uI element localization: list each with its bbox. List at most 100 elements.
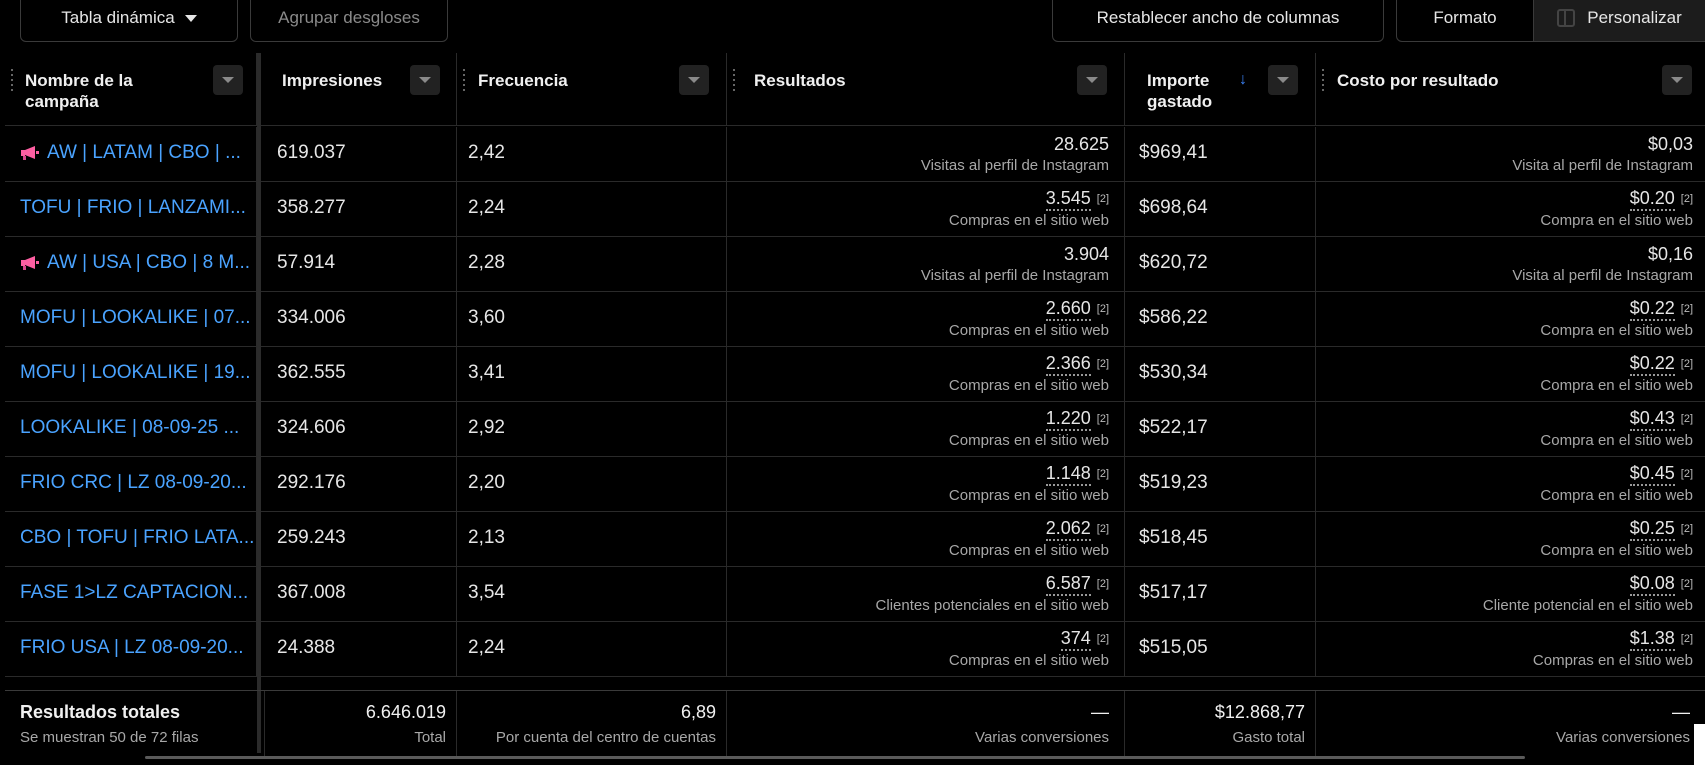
cell-spent: $530,34 xyxy=(1125,347,1316,402)
column-header-frequency[interactable]: Frecuencia xyxy=(457,53,727,126)
cost-note: [2] xyxy=(1680,358,1693,370)
column-header-name[interactable]: Nombre de la campaña xyxy=(5,53,257,126)
totals-impressions: 6.646.019 xyxy=(365,702,446,722)
campaign-name-link[interactable]: FASE 1>LZ CAPTACION... xyxy=(20,582,248,604)
cell-cost: $0.22 [2] Compra en el sitio web xyxy=(1316,347,1705,402)
cost-type: Cliente potencial en el sitio web xyxy=(1482,597,1693,614)
arrow-down-icon[interactable]: ↓ xyxy=(1239,71,1247,88)
cost-value[interactable]: $0.25 xyxy=(1629,518,1675,541)
horizontal-scrollbar[interactable] xyxy=(145,756,1525,759)
drag-handle-icon[interactable] xyxy=(1322,69,1324,91)
cell-name: FRIO CRC | LZ 08-09-20... xyxy=(5,457,257,512)
column-menu-button[interactable] xyxy=(1268,65,1298,95)
column-header-results[interactable]: Resultados xyxy=(727,53,1125,126)
cost-value[interactable]: $0.45 xyxy=(1629,463,1675,486)
table-row[interactable]: AW | USA | CBO | 8 M... 57.914 2,28 3.904 V… xyxy=(5,237,1705,292)
cost-value[interactable]: $0.22 xyxy=(1629,353,1675,376)
campaign-name-link[interactable]: FRIO USA | LZ 08-09-20... xyxy=(20,637,244,659)
cell-spent: $519,23 xyxy=(1125,457,1316,512)
table-row[interactable]: MOFU | LOOKALIKE | 19... 362.555 3,41 2.36… xyxy=(5,347,1705,402)
column-menu-button[interactable] xyxy=(410,65,440,95)
format-label: Formato xyxy=(1433,8,1497,27)
cell-frequency: 2,24 xyxy=(457,182,727,237)
spent-value: $698,64 xyxy=(1139,197,1208,218)
group-breakdowns-button[interactable]: Agrupar desgloses xyxy=(250,0,448,42)
result-value[interactable]: 3.545 xyxy=(1045,188,1091,211)
cell-cost: $0.20 [2] Compra en el sitio web xyxy=(1316,182,1705,237)
cost-note: [2] xyxy=(1680,633,1693,645)
campaign-name-link[interactable]: MOFU | LOOKALIKE | 07... xyxy=(20,307,251,329)
table-row[interactable]: TOFU | FRIO | LANZAMI... 358.277 2,24 3.54… xyxy=(5,182,1705,237)
customize-button[interactable]: Personalizar xyxy=(1533,0,1705,42)
cell-spent: $586,22 xyxy=(1125,292,1316,347)
format-button[interactable]: Formato xyxy=(1396,0,1534,42)
cost-type: Compra en el sitio web xyxy=(1540,542,1693,559)
frequency-value: 3,54 xyxy=(468,582,505,603)
cost-value[interactable]: $0.20 xyxy=(1629,188,1675,211)
campaign-name-link[interactable]: FRIO CRC | LZ 08-09-20... xyxy=(20,472,247,494)
campaign-name: MOFU | LOOKALIKE | 19... xyxy=(20,362,251,383)
cell-name: MOFU | LOOKALIKE | 07... xyxy=(5,292,257,347)
table-row[interactable]: FRIO USA | LZ 08-09-20... 24.388 2,24 374 [… xyxy=(5,622,1705,677)
totals-cost-sub: Varias conversiones xyxy=(1556,729,1690,746)
frequency-value: 2,42 xyxy=(468,142,505,163)
cell-impressions: 324.606 xyxy=(262,402,457,457)
campaign-name-link[interactable]: AW | LATAM | CBO | ... xyxy=(20,142,241,164)
drag-handle-icon[interactable] xyxy=(463,69,465,91)
column-menu-button[interactable] xyxy=(1077,65,1107,95)
cost-value[interactable]: $0.22 xyxy=(1629,298,1675,321)
cell-results: 28.625 Visitas al perfil de Instagram xyxy=(727,127,1125,182)
cell-results: 3.904 Visitas al perfil de Instagram xyxy=(727,237,1125,292)
result-value[interactable]: 1.220 xyxy=(1045,408,1091,431)
cost-value[interactable]: $0.08 xyxy=(1629,573,1675,596)
result-value[interactable]: 2.366 xyxy=(1045,353,1091,376)
cell-cost: $0,03 Visita al perfil de Instagram xyxy=(1316,127,1705,182)
cell-frequency: 2,42 xyxy=(457,127,727,182)
cost-value[interactable]: $1.38 xyxy=(1629,628,1675,651)
drag-handle-icon[interactable] xyxy=(733,69,735,91)
campaign-name-link[interactable]: TOFU | FRIO | LANZAMI... xyxy=(20,197,246,219)
result-note: [2] xyxy=(1096,578,1109,590)
result-value[interactable]: 374 xyxy=(1060,628,1091,651)
partial-row xyxy=(5,676,1705,690)
table-row[interactable]: LOOKALIKE | 08-09-25 ... 324.606 2,92 1.22… xyxy=(5,402,1705,457)
cell-frequency: 2,13 xyxy=(457,512,727,567)
campaign-name: FASE 1>LZ CAPTACION... xyxy=(20,582,249,603)
pivot-table-button[interactable]: Tabla dinámica xyxy=(20,0,238,42)
table-row[interactable]: FRIO CRC | LZ 08-09-20... 292.176 2,20 1.1… xyxy=(5,457,1705,512)
cell-impressions: 292.176 xyxy=(262,457,457,512)
column-menu-button[interactable] xyxy=(1662,65,1692,95)
cell-spent: $518,45 xyxy=(1125,512,1316,567)
result-type: Compras en el sitio web xyxy=(948,377,1109,394)
result-value[interactable]: 2.660 xyxy=(1045,298,1091,321)
column-header-cost[interactable]: Costo por resultado xyxy=(1316,53,1705,126)
column-menu-button[interactable] xyxy=(679,65,709,95)
drag-handle-icon[interactable] xyxy=(11,69,13,91)
table-row[interactable]: CBO | TOFU | FRIO LATA... 259.243 2,13 2.0… xyxy=(5,512,1705,567)
column-header-impressions[interactable]: Impresiones xyxy=(262,53,457,126)
table-header: Nombre de la campaña Impresiones Frecuen… xyxy=(5,53,1705,126)
result-value[interactable]: 1.148 xyxy=(1045,463,1091,486)
campaign-name-link[interactable]: LOOKALIKE | 08-09-25 ... xyxy=(20,417,239,439)
totals-results-cell: — Varias conversiones xyxy=(727,691,1125,757)
cost-value[interactable]: $0.43 xyxy=(1629,408,1675,431)
spent-value: $522,17 xyxy=(1139,417,1208,438)
result-value[interactable]: 6.587 xyxy=(1045,573,1091,596)
result-note: [2] xyxy=(1096,193,1109,205)
campaign-name-link[interactable]: MOFU | LOOKALIKE | 19... xyxy=(20,362,251,384)
reset-column-width-button[interactable]: Restablecer ancho de columnas xyxy=(1052,0,1384,42)
column-menu-button[interactable] xyxy=(213,65,243,95)
result-value[interactable]: 2.062 xyxy=(1045,518,1091,541)
cell-results: 374 [2] Compras en el sitio web xyxy=(727,622,1125,677)
campaign-name: AW | LATAM | CBO | ... xyxy=(47,142,241,163)
table-row[interactable]: AW | LATAM | CBO | ... 619.037 2,42 28.625… xyxy=(5,127,1705,182)
result-note: [2] xyxy=(1096,633,1109,645)
cost-block: $0.20 [2] Compra en el sitio web xyxy=(1540,187,1693,230)
table-row[interactable]: MOFU | LOOKALIKE | 07... 334.006 3,60 2.66… xyxy=(5,292,1705,347)
result-note: [2] xyxy=(1096,468,1109,480)
campaign-name-link[interactable]: AW | USA | CBO | 8 M... xyxy=(20,252,250,274)
table-row[interactable]: FASE 1>LZ CAPTACION... 367.008 3,54 6.587 [… xyxy=(5,567,1705,622)
column-header-spent[interactable]: Importe gastado ↓ xyxy=(1125,53,1316,126)
campaign-name-link[interactable]: CBO | TOFU | FRIO LATA... xyxy=(20,527,254,549)
campaign-name: CBO | TOFU | FRIO LATA... xyxy=(20,527,255,548)
